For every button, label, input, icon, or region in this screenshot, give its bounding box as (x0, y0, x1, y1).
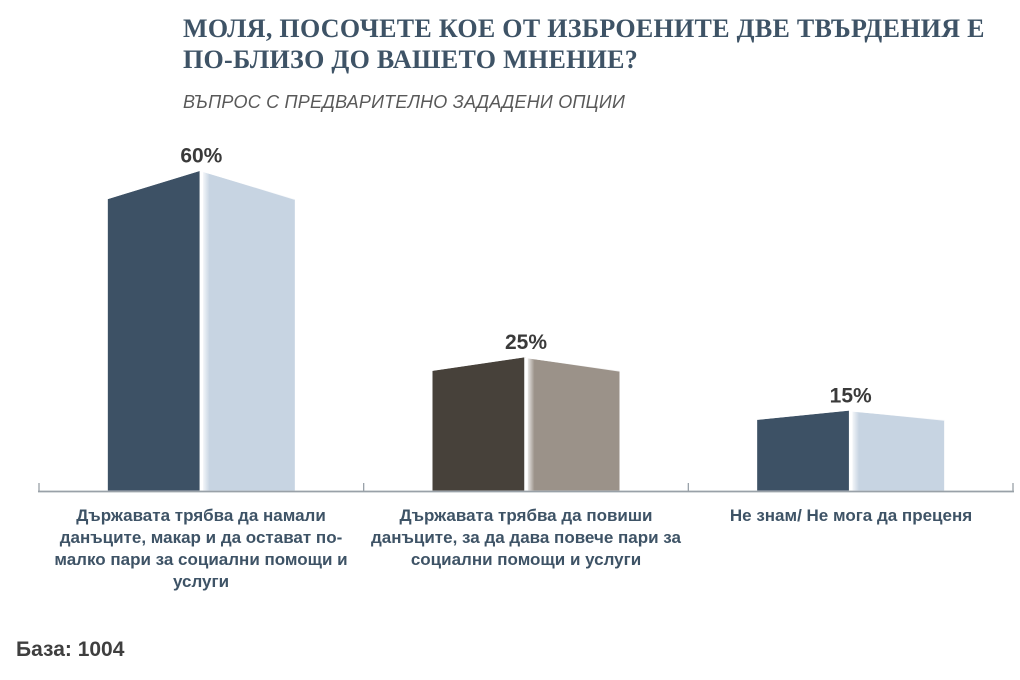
chart-subtitle: ВЪПРОС С ПРЕДВАРИТЕЛНО ЗАДАДЕНИ ОПЦИИ (183, 92, 626, 112)
bar-side-face (526, 358, 620, 491)
sample-base-note: База: 1004 (16, 638, 125, 661)
bar-front-face (757, 410, 851, 491)
bar-value-label: 25% (505, 331, 547, 354)
category-label-dont-know: Не знам/ Не мога да преценя (729, 506, 973, 525)
chart-title: МОЛЯ, ПОСОЧЕТЕ КОЕ ОТ ИЗБРОЕНИТЕ ДВЕ ТВЪ… (183, 14, 985, 75)
category-label-reduce-taxes: Държавата трябва да намали данъците, мак… (54, 506, 348, 592)
category-label-raise-taxes: Държавата трябва да повиши данъците, за … (371, 506, 681, 570)
bar-side-face (850, 411, 945, 491)
bar-value-label: 60% (180, 145, 222, 168)
bar-front-face (432, 357, 526, 491)
bar-value-label: 15% (830, 385, 872, 408)
bar-side-face (201, 171, 295, 491)
bar-front-face (107, 170, 202, 491)
